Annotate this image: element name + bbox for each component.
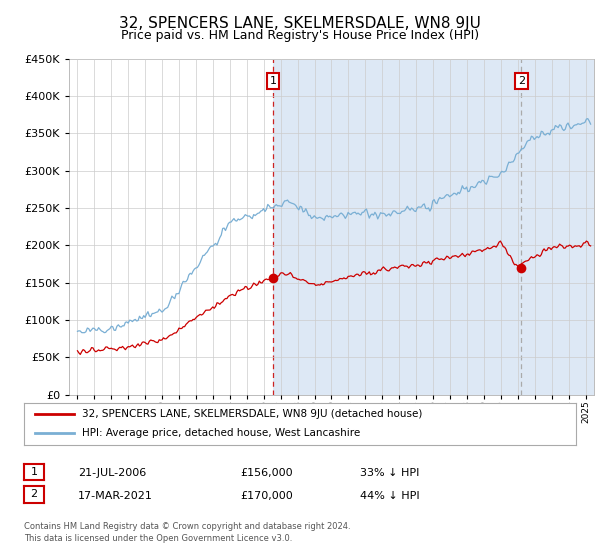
Text: 1: 1 — [269, 76, 277, 86]
Text: Contains HM Land Registry data © Crown copyright and database right 2024.
This d: Contains HM Land Registry data © Crown c… — [24, 522, 350, 543]
Text: 1: 1 — [31, 467, 37, 477]
Text: 32, SPENCERS LANE, SKELMERSDALE, WN8 9JU: 32, SPENCERS LANE, SKELMERSDALE, WN8 9JU — [119, 16, 481, 31]
Text: 33% ↓ HPI: 33% ↓ HPI — [360, 468, 419, 478]
Text: 44% ↓ HPI: 44% ↓ HPI — [360, 491, 419, 501]
Text: HPI: Average price, detached house, West Lancashire: HPI: Average price, detached house, West… — [82, 428, 360, 438]
Text: £170,000: £170,000 — [240, 491, 293, 501]
Bar — [273, 59, 594, 395]
Text: £156,000: £156,000 — [240, 468, 293, 478]
Text: Price paid vs. HM Land Registry's House Price Index (HPI): Price paid vs. HM Land Registry's House … — [121, 29, 479, 42]
Text: 17-MAR-2021: 17-MAR-2021 — [78, 491, 153, 501]
Text: 2: 2 — [518, 76, 525, 86]
Text: 21-JUL-2006: 21-JUL-2006 — [78, 468, 146, 478]
Text: 32, SPENCERS LANE, SKELMERSDALE, WN8 9JU (detached house): 32, SPENCERS LANE, SKELMERSDALE, WN8 9JU… — [82, 409, 422, 419]
Text: 2: 2 — [31, 489, 37, 500]
